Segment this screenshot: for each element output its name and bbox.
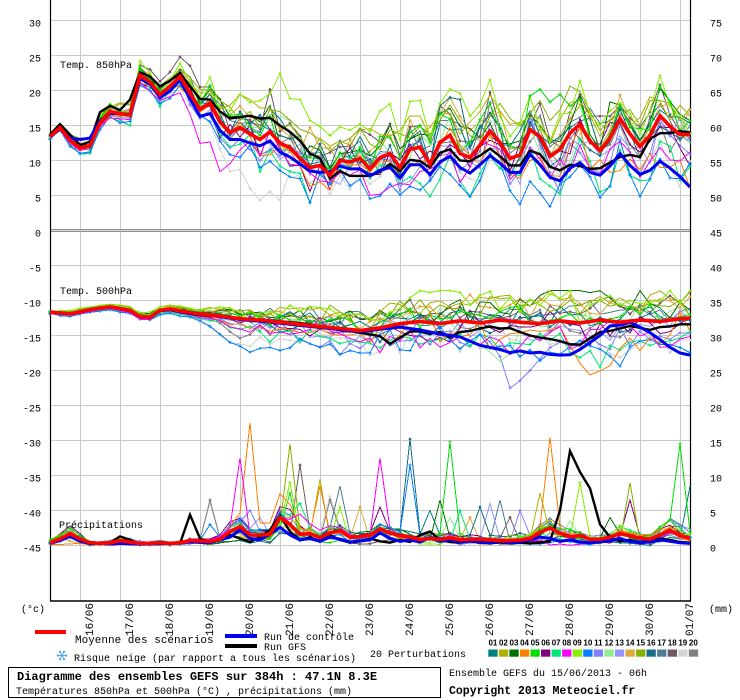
svg-text:Copyright 2013 Meteociel.fr: Copyright 2013 Meteociel.fr — [449, 685, 635, 698]
svg-text:45: 45 — [710, 230, 722, 241]
svg-text:-35: -35 — [23, 475, 41, 486]
svg-text:20: 20 — [710, 405, 722, 416]
svg-text:17/06: 17/06 — [125, 603, 137, 636]
svg-text:(mm): (mm) — [709, 604, 733, 616]
svg-text:04: 04 — [520, 639, 529, 648]
svg-text:20 Perturbations: 20 Perturbations — [370, 649, 466, 661]
svg-text:06: 06 — [541, 639, 550, 648]
svg-text:50: 50 — [710, 195, 722, 206]
svg-text:17: 17 — [657, 639, 666, 648]
svg-text:03: 03 — [510, 639, 519, 648]
svg-text:-10: -10 — [23, 300, 41, 311]
svg-text:30: 30 — [710, 335, 722, 346]
svg-text:Diagramme des ensembles GEFS s: Diagramme des ensembles GEFS sur 384h : … — [17, 670, 377, 684]
svg-text:30/06: 30/06 — [645, 603, 657, 636]
svg-text:(°c): (°c) — [21, 604, 45, 616]
svg-text:0: 0 — [35, 230, 41, 241]
svg-text:-15: -15 — [23, 335, 41, 346]
svg-text:19/06: 19/06 — [205, 603, 217, 636]
svg-text:20/06: 20/06 — [245, 603, 257, 636]
svg-text:15: 15 — [636, 639, 645, 648]
svg-text:10: 10 — [583, 639, 592, 648]
svg-text:13: 13 — [615, 639, 624, 648]
svg-text:16/06: 16/06 — [85, 603, 97, 636]
svg-text:75: 75 — [710, 20, 722, 31]
svg-text:55: 55 — [710, 160, 722, 171]
svg-text:65: 65 — [710, 90, 722, 101]
svg-text:24/06: 24/06 — [405, 603, 417, 636]
svg-text:Temp. 500hPa: Temp. 500hPa — [60, 286, 132, 298]
svg-text:26/06: 26/06 — [485, 603, 497, 636]
svg-text:-5: -5 — [29, 265, 41, 276]
svg-text:12: 12 — [604, 639, 613, 648]
svg-text:25: 25 — [710, 370, 722, 381]
svg-text:29/06: 29/06 — [605, 603, 617, 636]
svg-text:18: 18 — [668, 639, 677, 648]
svg-text:15: 15 — [710, 440, 722, 451]
svg-text:-20: -20 — [23, 370, 41, 381]
svg-text:60: 60 — [710, 125, 722, 136]
svg-text:08: 08 — [562, 639, 571, 648]
svg-text:19: 19 — [678, 639, 687, 648]
svg-text:-30: -30 — [23, 440, 41, 451]
svg-text:15: 15 — [29, 125, 41, 136]
svg-text:40: 40 — [710, 265, 722, 276]
svg-text:Ensemble GEFS du 15/06/2013 -: Ensemble GEFS du 15/06/2013 - 06h — [449, 668, 647, 680]
svg-text:22/06: 22/06 — [325, 603, 337, 636]
svg-text:Risque neige (par rapport a to: Risque neige (par rapport a tous les scé… — [74, 653, 356, 665]
svg-text:09: 09 — [573, 639, 582, 648]
svg-text:05: 05 — [531, 639, 540, 648]
svg-text:01/07: 01/07 — [685, 603, 697, 636]
svg-text:10: 10 — [29, 160, 41, 171]
svg-text:07: 07 — [552, 639, 561, 648]
svg-text:11: 11 — [594, 639, 603, 648]
svg-text:-25: -25 — [23, 405, 41, 416]
svg-text:0: 0 — [710, 545, 716, 556]
svg-text:25/06: 25/06 — [445, 603, 457, 636]
svg-text:27/06: 27/06 — [525, 603, 537, 636]
svg-text:20: 20 — [689, 639, 698, 648]
svg-text:-45: -45 — [23, 545, 41, 556]
svg-text:14: 14 — [626, 639, 635, 648]
svg-text:Run GFS: Run GFS — [264, 643, 306, 654]
svg-text:16: 16 — [647, 639, 656, 648]
svg-text:02: 02 — [499, 639, 508, 648]
svg-text:35: 35 — [710, 300, 722, 311]
svg-text:28/06: 28/06 — [565, 603, 577, 636]
svg-text:5: 5 — [35, 195, 41, 206]
svg-text:-40: -40 — [23, 510, 41, 521]
svg-text:10: 10 — [710, 475, 722, 486]
svg-text:20: 20 — [29, 90, 41, 101]
svg-text:Températures 850hPa et 500hPa: Températures 850hPa et 500hPa (°C) , pré… — [16, 686, 352, 698]
svg-text:30: 30 — [29, 20, 41, 31]
svg-text:Moyenne des scénarios: Moyenne des scénarios — [75, 635, 214, 647]
svg-text:5: 5 — [710, 510, 716, 521]
svg-text:70: 70 — [710, 55, 722, 66]
svg-text:18/06: 18/06 — [165, 603, 177, 636]
svg-text:Temp. 850hPa: Temp. 850hPa — [60, 60, 132, 72]
svg-text:01: 01 — [488, 639, 497, 648]
svg-text:21/06: 21/06 — [285, 603, 297, 636]
svg-text:Run de contrôle: Run de contrôle — [264, 632, 354, 644]
svg-text:Précipitations: Précipitations — [59, 520, 143, 532]
svg-text:25: 25 — [29, 55, 41, 66]
svg-text:23/06: 23/06 — [365, 603, 377, 636]
